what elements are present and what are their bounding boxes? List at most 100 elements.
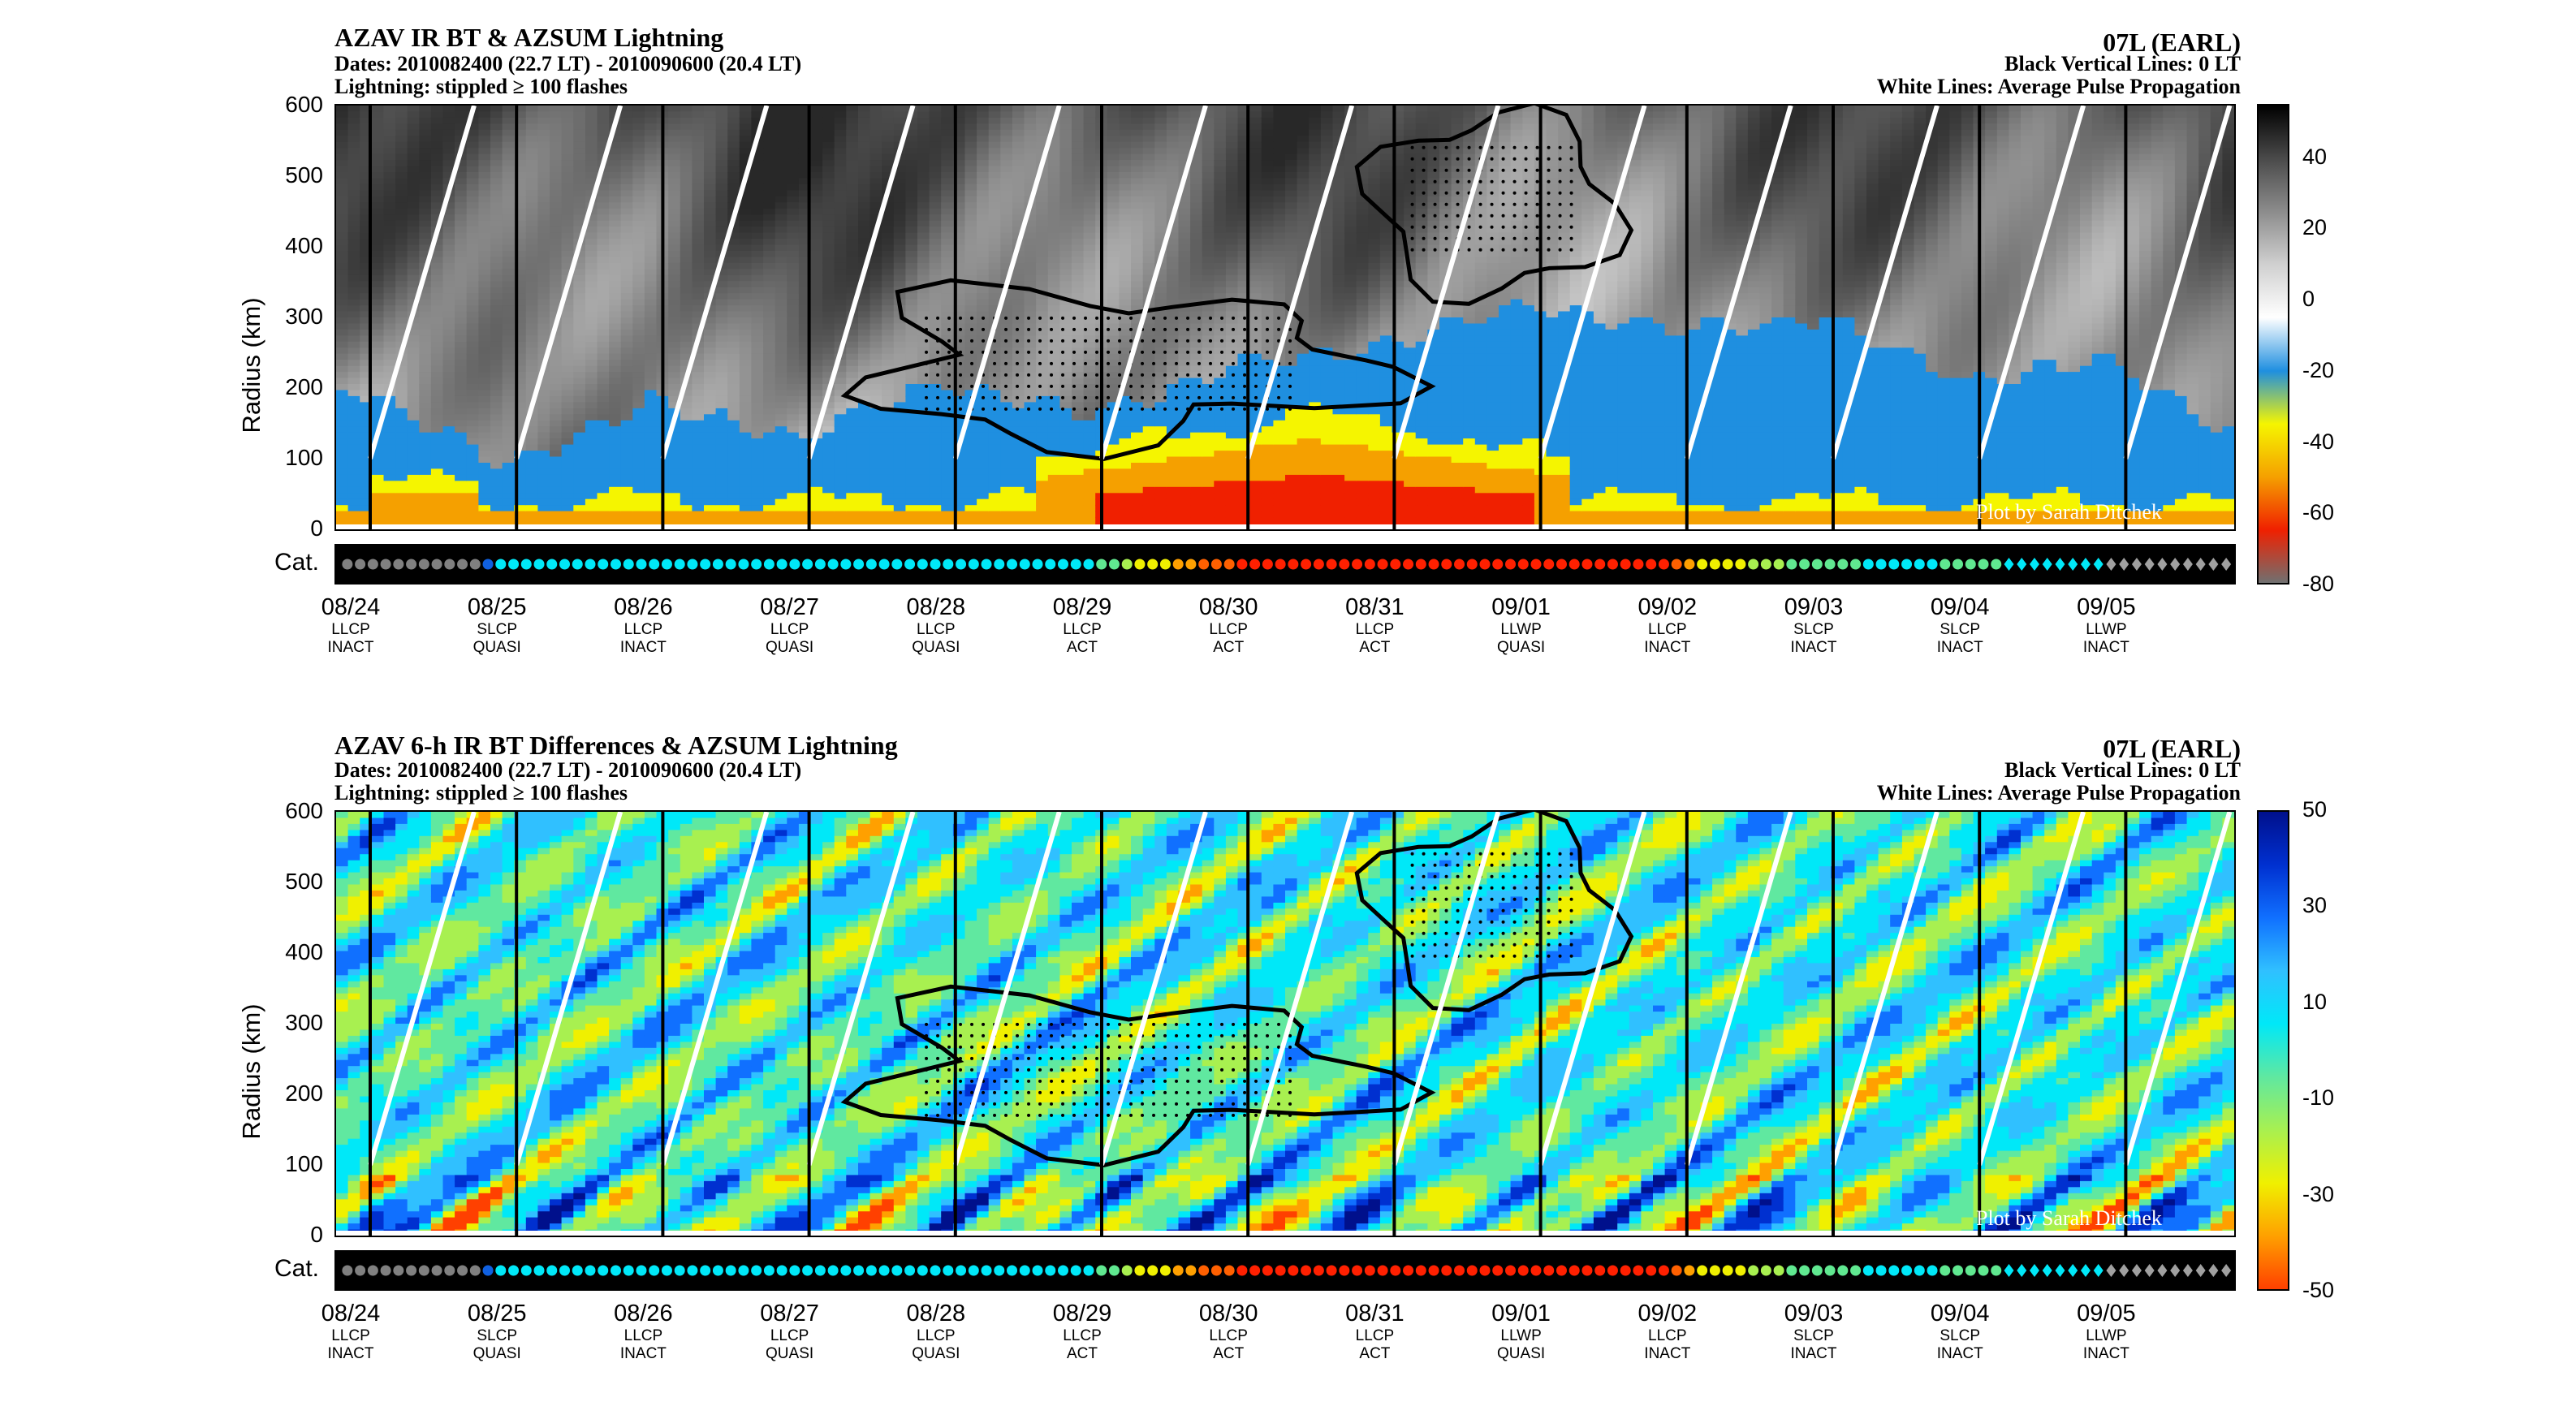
heatmap-cell <box>798 172 812 179</box>
heatmap-cell <box>869 148 882 155</box>
heatmap-cell <box>1036 372 1049 379</box>
heatmap-cell <box>466 311 479 318</box>
heatmap-cell <box>1131 360 1144 367</box>
heatmap-cell <box>609 377 622 385</box>
heatmap-cell <box>1142 341 1155 348</box>
heatmap-cell <box>668 106 681 113</box>
heatmap-cell <box>787 202 800 209</box>
heatmap-cell <box>430 408 444 415</box>
heatmap-cell <box>419 136 432 143</box>
heatmap-cell <box>787 468 800 476</box>
heatmap-cell <box>822 214 835 222</box>
heatmap-cell <box>1166 353 1180 360</box>
heatmap-cell <box>514 244 527 252</box>
heatmap-cell <box>787 408 800 415</box>
heatmap-cell <box>644 468 658 476</box>
heatmap-cell <box>1154 408 1167 415</box>
heatmap-cell <box>882 244 895 252</box>
heatmap-cell <box>360 474 373 481</box>
heatmap-cell <box>929 183 942 191</box>
heatmap-cell <box>1000 481 1013 488</box>
heatmap-cell <box>478 232 491 239</box>
heatmap-cell <box>383 426 396 434</box>
heatmap-cell <box>407 160 420 167</box>
heatmap-cell <box>787 341 800 348</box>
heatmap-cell <box>419 365 432 373</box>
heatmap-cell <box>514 166 527 173</box>
heatmap-cell <box>941 468 954 476</box>
heatmap-cell <box>407 426 420 434</box>
heatmap-cell <box>383 505 396 512</box>
heatmap-cell <box>383 498 396 506</box>
heatmap-cell <box>455 214 468 222</box>
heatmap-cell <box>680 148 693 155</box>
heatmap-cell <box>917 129 930 136</box>
heatmap-cell <box>952 517 966 524</box>
heatmap-cell <box>550 486 563 494</box>
heatmap-cell <box>1047 281 1060 288</box>
heatmap-cell <box>751 239 764 246</box>
heatmap-cell <box>502 390 515 397</box>
heatmap-cell <box>1047 486 1060 494</box>
heatmap-cell <box>632 196 645 203</box>
heatmap-cell <box>360 293 373 300</box>
heatmap-cell <box>917 420 930 427</box>
heatmap-cell <box>371 160 384 167</box>
heatmap-cell <box>977 474 990 481</box>
heatmap-cell <box>419 251 432 258</box>
heatmap-cell <box>727 281 740 288</box>
heatmap-cell <box>680 474 693 481</box>
heatmap-cell <box>561 493 574 500</box>
heatmap-cell <box>739 390 752 397</box>
heatmap-cell <box>704 311 717 318</box>
heatmap-cell <box>977 395 990 403</box>
heatmap-cell <box>1072 420 1085 427</box>
heatmap-cell <box>466 269 479 276</box>
heatmap-cell <box>739 372 752 379</box>
heatmap-cell <box>478 153 491 161</box>
heatmap-cell <box>1036 111 1049 119</box>
heatmap-cell <box>893 190 906 197</box>
heatmap-cell <box>383 141 396 149</box>
heatmap-cell <box>1024 311 1037 318</box>
heatmap-cell <box>952 257 966 264</box>
heatmap-cell <box>514 299 527 306</box>
heatmap-cell <box>929 220 942 227</box>
heatmap-cell <box>550 172 563 179</box>
heatmap-cell <box>680 251 693 258</box>
heatmap-cell <box>597 474 610 481</box>
heatmap-cell <box>1119 474 1132 481</box>
heatmap-cell <box>632 390 645 397</box>
heatmap-cell <box>478 123 491 131</box>
heatmap-cell <box>597 486 610 494</box>
heatmap-cell <box>1119 111 1132 119</box>
heatmap-cell <box>1166 232 1180 239</box>
heatmap-cell <box>455 257 468 264</box>
heatmap-cell <box>383 220 396 227</box>
heatmap-cell <box>1142 486 1155 494</box>
heatmap-cell <box>680 463 693 470</box>
heatmap-cell <box>1154 420 1167 427</box>
heatmap-cell <box>893 117 906 124</box>
heatmap-cell <box>952 117 966 124</box>
heatmap-cell <box>360 136 373 143</box>
heatmap-cell <box>1166 317 1180 325</box>
heatmap-cell <box>1119 257 1132 264</box>
heatmap-cell <box>1072 244 1085 252</box>
heatmap-cell <box>336 329 349 336</box>
heatmap-cell <box>964 244 977 252</box>
heatmap-cell <box>430 384 444 391</box>
heatmap-cell <box>858 451 871 458</box>
heatmap-cell <box>1083 208 1096 215</box>
heatmap-cell <box>739 129 752 136</box>
heatmap-cell <box>609 129 622 136</box>
heatmap-cell <box>395 129 408 136</box>
heatmap-cell <box>834 106 847 113</box>
heatmap-cell <box>1036 384 1049 391</box>
heatmap-cell <box>585 353 598 360</box>
heatmap-cell <box>846 232 859 239</box>
heatmap-cell <box>395 451 408 458</box>
heatmap-cell <box>775 463 787 470</box>
heatmap-cell <box>620 498 633 506</box>
heatmap-cell <box>704 451 717 458</box>
